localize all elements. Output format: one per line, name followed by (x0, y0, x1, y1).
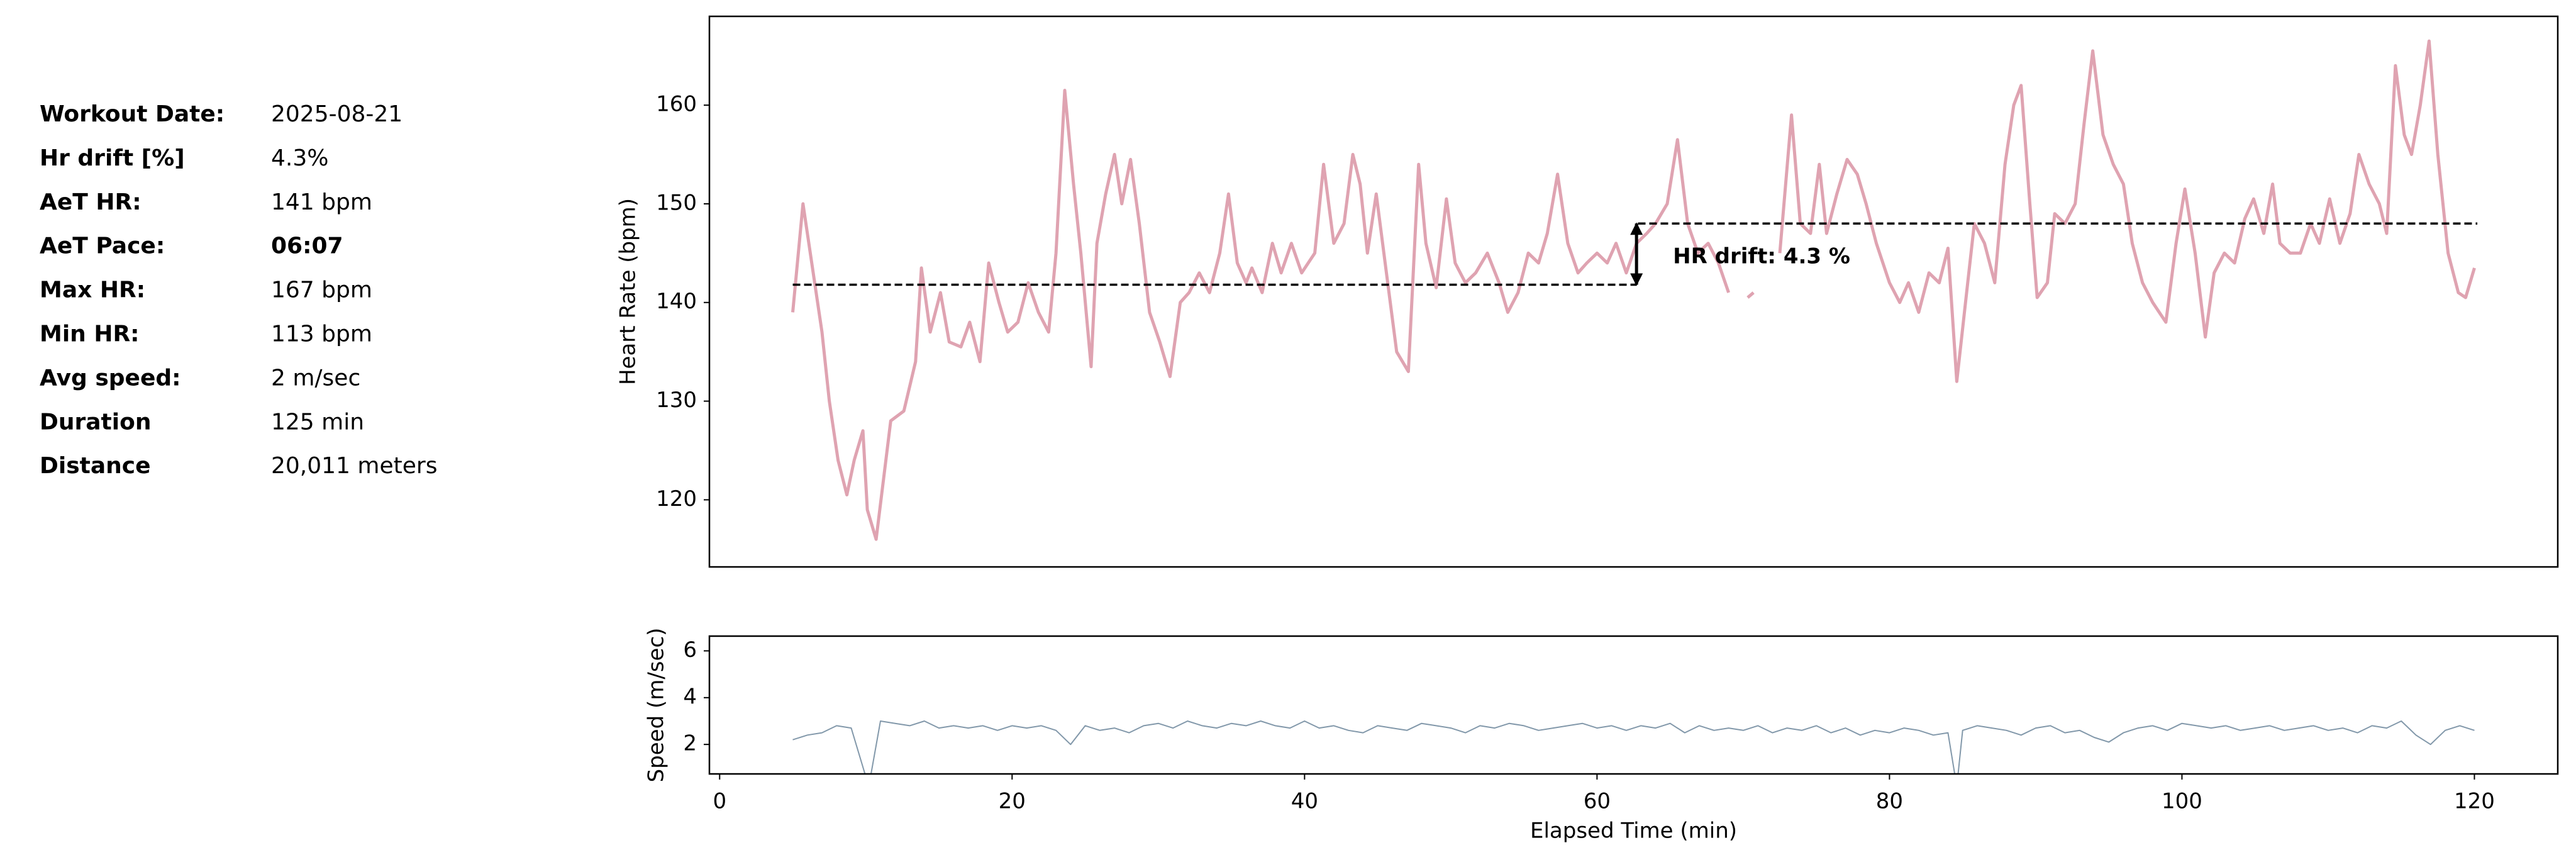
y-tick-label: 120 (656, 486, 697, 512)
stat-value: 06:07 (271, 233, 343, 259)
y-tick-label: 6 (683, 637, 697, 663)
plot-frame (708, 15, 2559, 568)
stat-value: 20,011 meters (271, 453, 437, 479)
x-tick-label: 20 (999, 789, 1026, 814)
stat-value: 2 m/sec (271, 365, 360, 391)
plot-frame (708, 635, 2559, 775)
x-tick-label: 80 (1876, 789, 1903, 814)
drift-annotation: HR drift: 4.3 % (1673, 243, 1850, 269)
x-tick-label: 120 (2454, 789, 2495, 814)
y-tick-label: 2 (683, 731, 697, 756)
stat-value: 113 bpm (271, 322, 372, 347)
x-tick-label: 40 (1291, 789, 1318, 814)
stat-label: Duration (40, 409, 151, 435)
stat-label: Distance (40, 453, 151, 479)
y-axis-label: Heart Rate (bpm) (616, 198, 641, 385)
stat-value: 125 min (271, 409, 364, 435)
stat-value: 4.3% (271, 145, 328, 171)
y-tick-label: 130 (656, 388, 697, 413)
x-tick-label: 60 (1584, 789, 1611, 814)
stat-label: Max HR: (40, 277, 145, 303)
y-tick-label: 140 (656, 289, 697, 314)
stat-value: 167 bpm (271, 277, 372, 303)
y-tick-label: 4 (683, 684, 697, 709)
x-axis-label: Elapsed Time (min) (1530, 819, 1737, 844)
stat-value: 2025-08-21 (271, 101, 402, 127)
stat-label: Avg speed: (40, 365, 181, 391)
data-line (791, 39, 2476, 541)
stat-label: Workout Date: (40, 101, 225, 127)
y-axis-label: Speed (m/sec) (644, 628, 669, 783)
stats-panel: Workout Date: 2025-08-21 Hr drift [%] 4.3% A… (40, 101, 437, 479)
stat-label: AeT HR: (40, 189, 142, 215)
stat-label: AeT Pace: (40, 233, 165, 259)
data-line (792, 720, 2475, 774)
x-tick-label: 100 (2162, 789, 2202, 814)
x-tick-label: 0 (713, 789, 726, 814)
stat-label: Hr drift [%] (40, 145, 185, 171)
y-tick-label: 150 (656, 190, 697, 215)
y-tick-label: 160 (656, 92, 697, 117)
stat-value: 141 bpm (271, 189, 372, 215)
stat-label: Min HR: (40, 322, 140, 347)
